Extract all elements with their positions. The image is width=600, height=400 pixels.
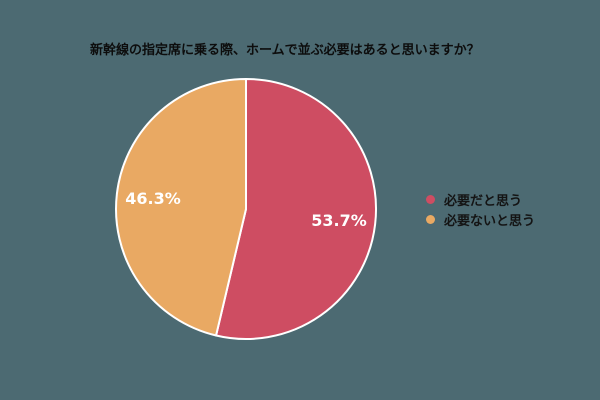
legend: 必要だと思う 必要ないと思う (426, 189, 535, 229)
slice-percentage-label-0: 53.7% (311, 211, 367, 230)
legend-item-not-necessary: 必要ないと思う (426, 209, 535, 229)
slice-percentage-label-1: 46.3% (125, 189, 181, 208)
chart-title: 新幹線の指定席に乗る際、ホームで並ぶ必要はあると思いますか？ (90, 43, 480, 58)
legend-swatch-red-icon (426, 194, 435, 204)
legend-label: 必要ないと思う (444, 213, 536, 229)
legend-item-necessary: 必要だと思う (426, 189, 535, 209)
pie-slice-0 (215, 78, 378, 340)
legend-label: 必要だと思う (444, 193, 523, 209)
pie-slice-1 (115, 78, 247, 337)
legend-swatch-orange-icon (426, 214, 435, 224)
